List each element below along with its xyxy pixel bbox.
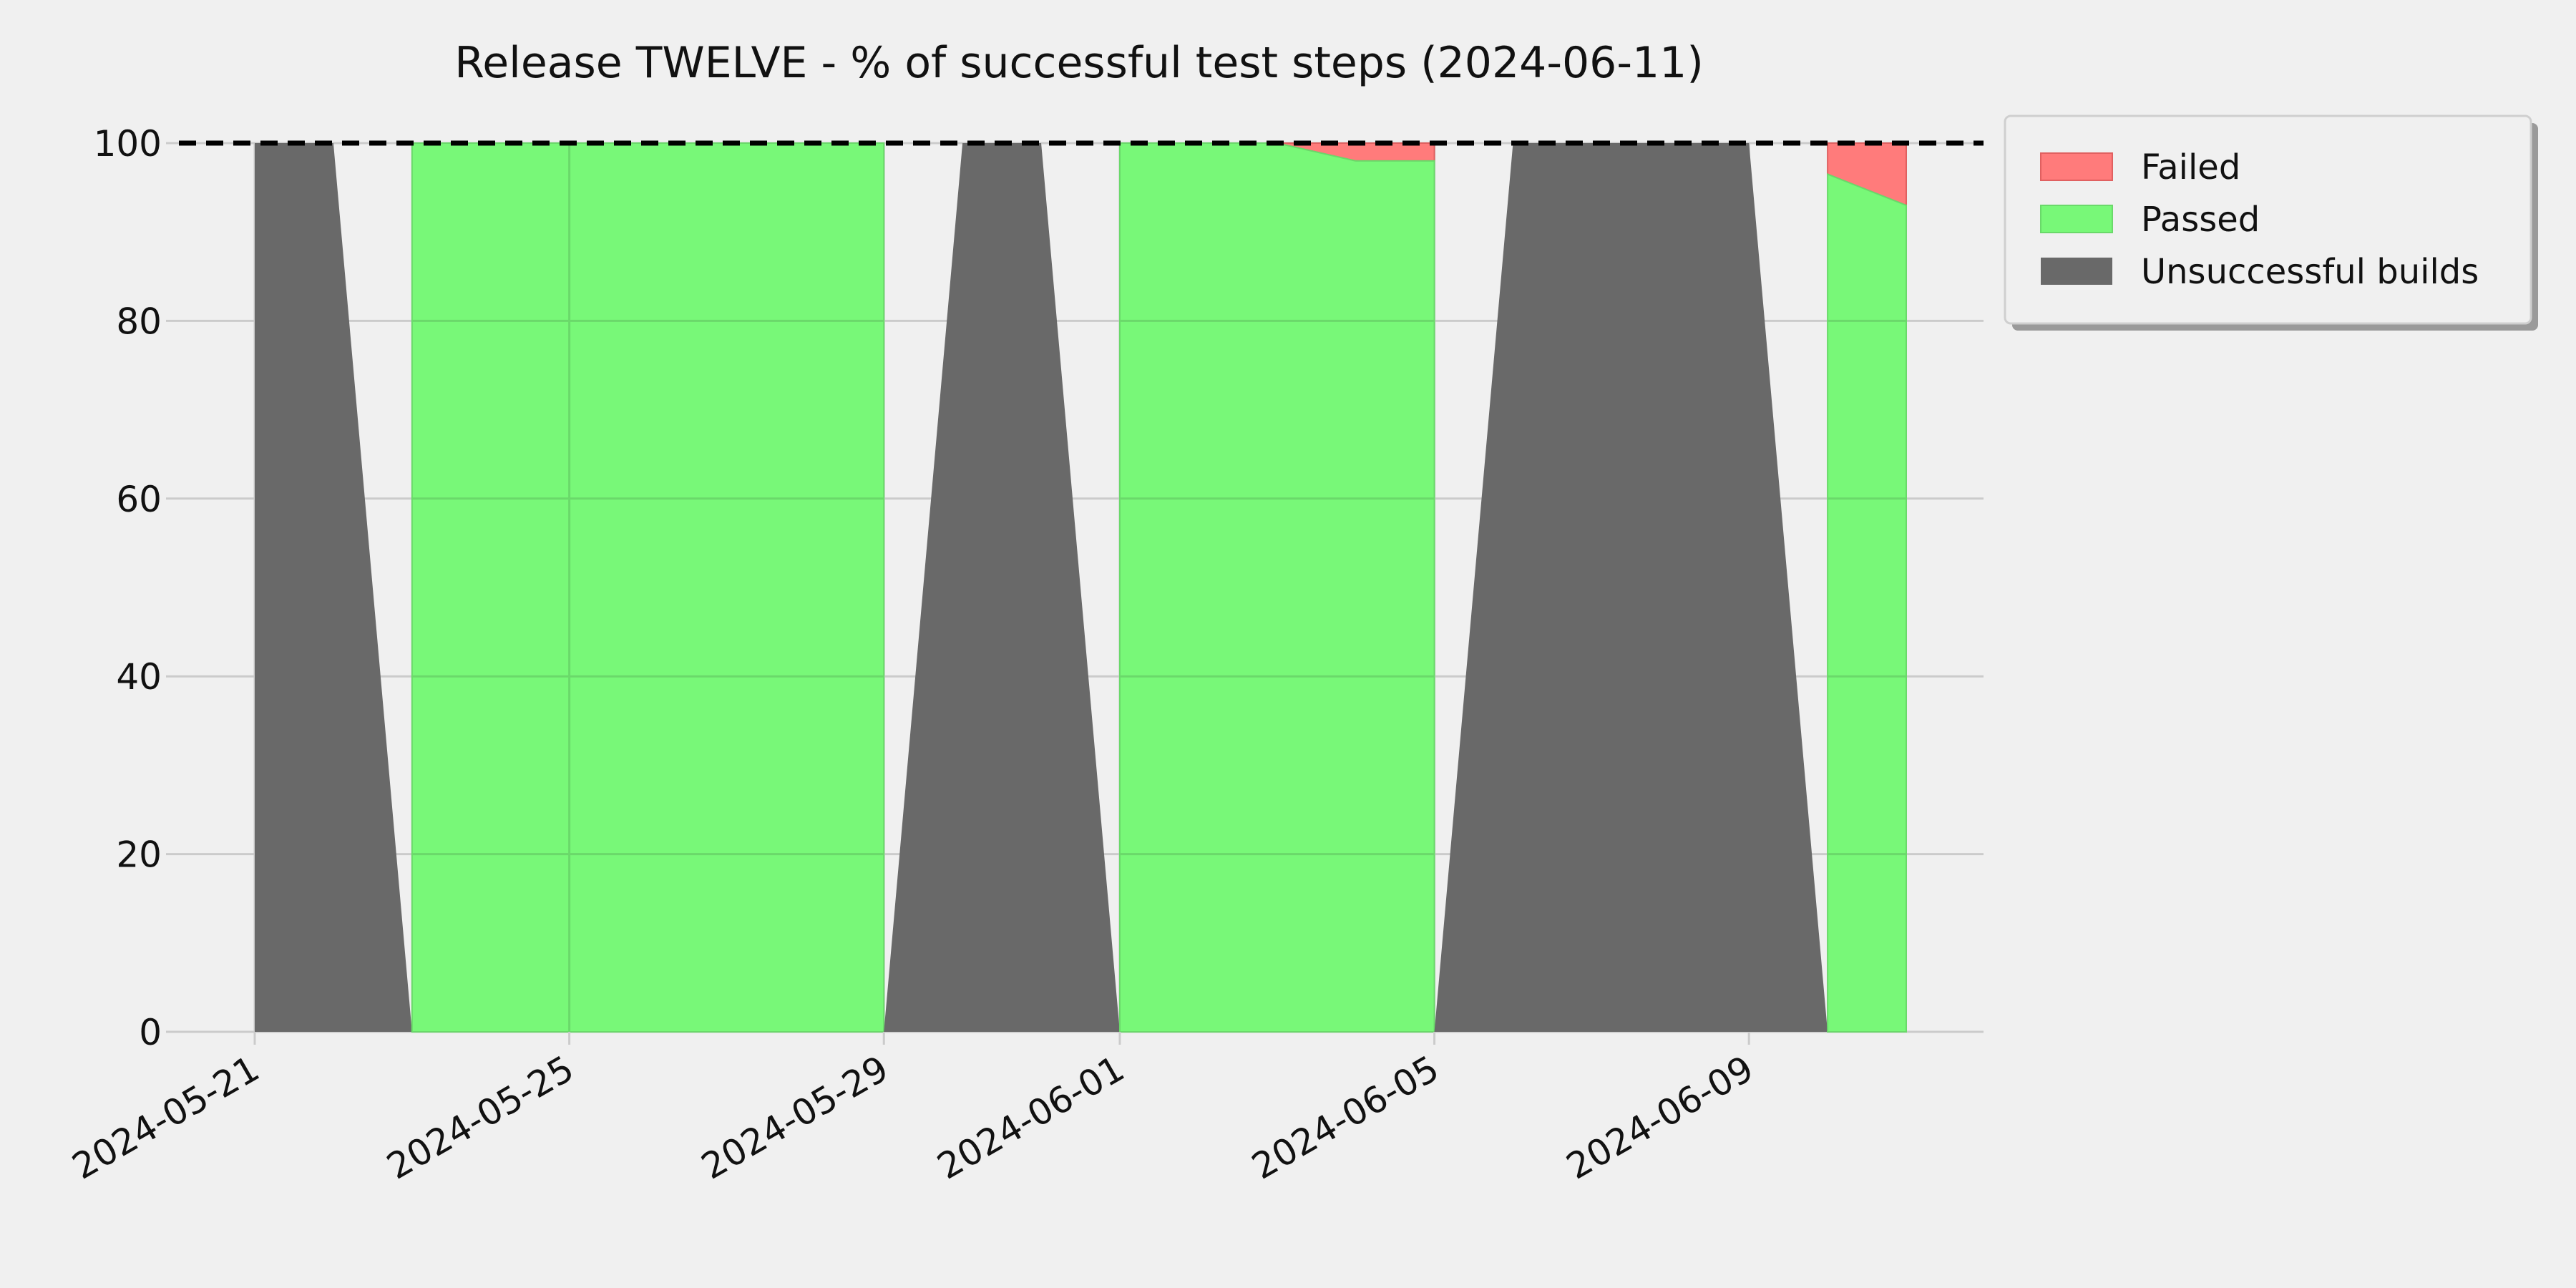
y-tick-label: 60 xyxy=(116,479,162,520)
legend-box xyxy=(2004,114,2532,325)
y-tick-label: 20 xyxy=(116,834,162,876)
legend-label-unsuccessful-builds: Unsuccessful builds xyxy=(2141,252,2479,292)
x-tick-label: 2024-06-09 xyxy=(1560,1048,1761,1188)
x-tick-label: 2024-06-01 xyxy=(930,1048,1131,1188)
x-tick-label: 2024-06-05 xyxy=(1245,1048,1446,1188)
unsuccessful-builds-area xyxy=(1434,143,1828,1032)
y-tick-label: 100 xyxy=(94,123,162,165)
unsuccessful-builds-area xyxy=(255,143,412,1032)
chart-title: Release TWELVE - % of successful test st… xyxy=(454,38,1703,88)
plot-areas xyxy=(255,142,1907,1033)
passed-area xyxy=(411,142,885,1033)
y-tick-label: 0 xyxy=(139,1012,162,1053)
legend-swatch-passed xyxy=(2040,205,2113,233)
legend-swatch-unsuccessful-builds xyxy=(2041,258,2112,285)
passed-area xyxy=(1827,172,1907,1033)
grid-overlay xyxy=(411,143,1906,1032)
legend-label-passed: Passed xyxy=(2141,200,2260,240)
legend: Failed Passed Unsuccessful builds xyxy=(2004,114,2538,331)
passed-area xyxy=(1118,142,1435,1033)
legend-label-failed: Failed xyxy=(2141,147,2240,187)
x-tick-label: 2024-05-21 xyxy=(65,1048,266,1188)
x-tick-label: 2024-05-25 xyxy=(380,1048,581,1188)
y-tick-label: 80 xyxy=(116,301,162,342)
y-tick-label: 40 xyxy=(116,656,162,698)
unsuccessful-builds-area xyxy=(884,143,1120,1032)
legend-swatch-failed xyxy=(2040,152,2113,181)
x-tick-label: 2024-05-29 xyxy=(695,1048,896,1188)
